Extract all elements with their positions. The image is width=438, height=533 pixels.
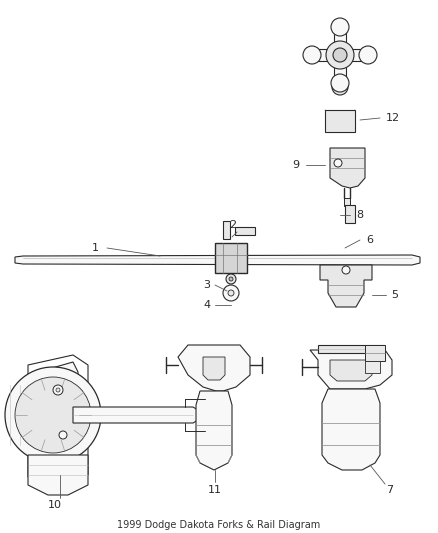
Polygon shape bbox=[320, 265, 372, 307]
Polygon shape bbox=[178, 345, 250, 391]
Bar bbox=[325, 110, 355, 132]
Bar bbox=[365, 345, 385, 361]
Circle shape bbox=[303, 46, 321, 64]
Circle shape bbox=[56, 388, 60, 392]
Text: 11: 11 bbox=[208, 485, 222, 495]
Circle shape bbox=[342, 266, 350, 274]
Circle shape bbox=[334, 159, 342, 167]
Text: 2: 2 bbox=[230, 220, 237, 230]
Bar bbox=[334, 27, 346, 83]
Text: 9: 9 bbox=[293, 160, 300, 170]
Circle shape bbox=[226, 274, 236, 284]
Polygon shape bbox=[310, 350, 392, 389]
Bar bbox=[223, 221, 230, 239]
Polygon shape bbox=[330, 148, 365, 188]
Circle shape bbox=[326, 41, 354, 69]
Bar bbox=[318, 345, 384, 353]
Text: 3: 3 bbox=[204, 280, 211, 290]
Bar bbox=[344, 198, 350, 206]
Text: 1: 1 bbox=[92, 243, 99, 253]
Polygon shape bbox=[38, 362, 78, 468]
Circle shape bbox=[59, 431, 67, 439]
Bar bbox=[345, 205, 355, 223]
Circle shape bbox=[15, 377, 91, 453]
Polygon shape bbox=[203, 357, 225, 380]
Polygon shape bbox=[322, 389, 380, 470]
Circle shape bbox=[229, 277, 233, 281]
Polygon shape bbox=[15, 255, 420, 265]
Circle shape bbox=[228, 290, 234, 296]
Text: 12: 12 bbox=[386, 113, 400, 123]
Polygon shape bbox=[28, 455, 88, 495]
Text: 6: 6 bbox=[367, 235, 374, 245]
Text: 1999 Dodge Dakota Forks & Rail Diagram: 1999 Dodge Dakota Forks & Rail Diagram bbox=[117, 520, 321, 530]
Bar bbox=[365, 361, 380, 373]
Text: 8: 8 bbox=[357, 210, 364, 220]
Text: 4: 4 bbox=[203, 300, 211, 310]
Text: 10: 10 bbox=[48, 500, 62, 510]
Circle shape bbox=[53, 385, 63, 395]
Text: 5: 5 bbox=[392, 290, 399, 300]
Polygon shape bbox=[196, 391, 232, 470]
Bar bbox=[235, 227, 255, 235]
Circle shape bbox=[359, 46, 377, 64]
Circle shape bbox=[332, 79, 348, 95]
Text: 7: 7 bbox=[386, 485, 394, 495]
Circle shape bbox=[333, 48, 347, 62]
Bar bbox=[215, 243, 247, 273]
Polygon shape bbox=[73, 407, 203, 423]
Bar bbox=[312, 49, 368, 61]
Circle shape bbox=[331, 18, 349, 36]
Circle shape bbox=[5, 367, 101, 463]
Circle shape bbox=[331, 74, 349, 92]
Polygon shape bbox=[330, 360, 372, 381]
Circle shape bbox=[223, 285, 239, 301]
